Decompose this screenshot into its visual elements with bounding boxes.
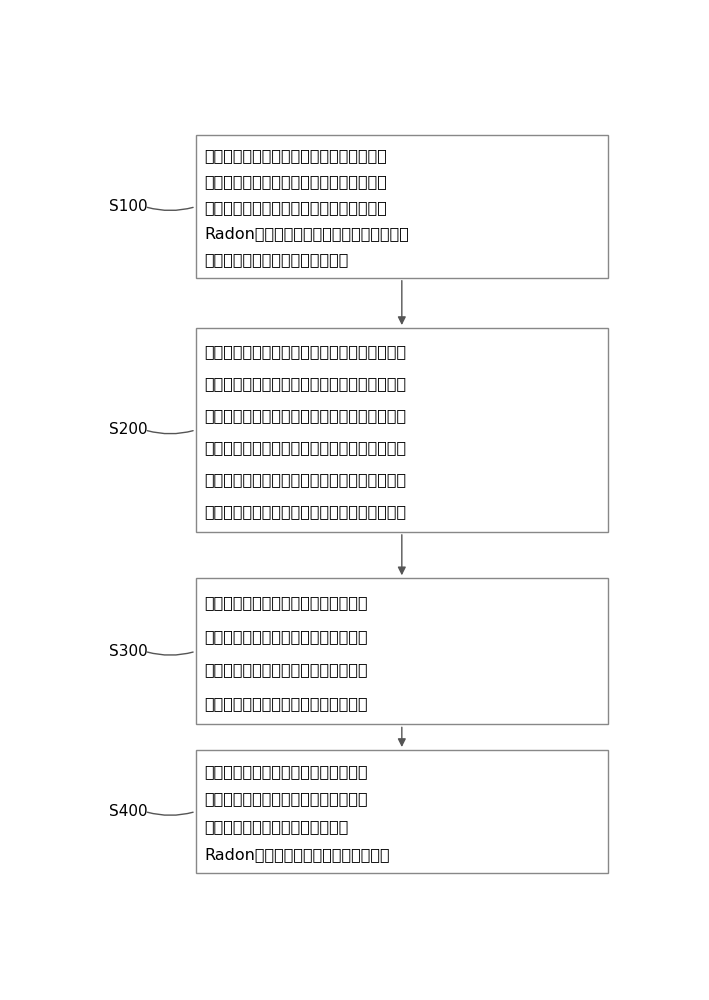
- Text: 弦形式的旋转微多普勒曲线进行逆: 弦形式的旋转微多普勒曲线进行逆: [204, 819, 348, 834]
- FancyBboxPatch shape: [196, 135, 608, 278]
- Text: 对提取值进行逆时频分析，得到含有振: 对提取值进行逆时频分析，得到含有振: [204, 595, 368, 610]
- FancyBboxPatch shape: [196, 328, 608, 532]
- Text: 弦形式的旋转微多普勒曲线，然后对正: 弦形式的旋转微多普勒曲线，然后对正: [204, 791, 368, 806]
- FancyBboxPatch shape: [196, 750, 608, 873]
- FancyArrowPatch shape: [147, 431, 193, 434]
- FancyBboxPatch shape: [196, 578, 608, 724]
- Text: S200: S200: [109, 422, 147, 437]
- Text: 行质心提取后，以质心绘制得到微多普勒质心曲: 行质心提取后，以质心绘制得到微多普勒质心曲: [204, 440, 406, 455]
- Text: Radon变换，得到旋转目标的重构图像: Radon变换，得到旋转目标的重构图像: [204, 847, 390, 862]
- Text: 的回波信号进行振动补偿得到旋转回波: 的回波信号进行振动补偿得到旋转回波: [204, 696, 368, 711]
- Text: 线，对微多普勒质心曲线依序进行傅里叶变换和: 线，对微多普勒质心曲线依序进行傅里叶变换和: [204, 472, 406, 487]
- Text: Radon变换，得到旋转参数粗估计值，待处: Radon变换，得到旋转参数粗估计值，待处: [204, 226, 409, 241]
- FancyArrowPatch shape: [147, 812, 193, 815]
- Text: 分量参数构建补偿信号，对待处理对象: 分量参数构建补偿信号，对待处理对象: [204, 662, 368, 677]
- Text: S100: S100: [109, 199, 147, 214]
- Text: S400: S400: [109, 804, 147, 819]
- Text: 曲线设计得到正弦掩膜，提取回波信号时频分布: 曲线设计得到正弦掩膜，提取回波信号时频分布: [204, 376, 406, 391]
- Text: 动干扰的旋转目标回波信号，根据振动: 动干扰的旋转目标回波信号，根据振动: [204, 629, 368, 644]
- Text: 图上正弦掩膜处的值作为提取值，并对提取值进: 图上正弦掩膜处的值作为提取值，并对提取值进: [204, 408, 406, 423]
- FancyArrowPatch shape: [147, 652, 193, 655]
- FancyArrowPatch shape: [147, 207, 193, 210]
- Text: 理对象为带有振动干扰的旋转目标: 理对象为带有振动干扰的旋转目标: [204, 252, 348, 267]
- Text: 对旋转回波信号进行时频分析，得到正: 对旋转回波信号进行时频分析，得到正: [204, 764, 368, 779]
- Text: S300: S300: [108, 644, 147, 659]
- Text: 频域滤波处理得到振动分量参数和旋转分量参数: 频域滤波处理得到振动分量参数和旋转分量参数: [204, 504, 406, 519]
- Text: 微多普勒曲线，对所得微多普勒曲线进行逆: 微多普勒曲线，对所得微多普勒曲线进行逆: [204, 200, 387, 215]
- Text: 通过窄带雷达获取待处理对象的回波信号，: 通过窄带雷达获取待处理对象的回波信号，: [204, 148, 387, 163]
- Text: 对回波信号进行时频分析得到待处理对象的: 对回波信号进行时频分析得到待处理对象的: [204, 174, 387, 189]
- Text: 根据旋转参数粗估计值和待处理对象的微多普勒: 根据旋转参数粗估计值和待处理对象的微多普勒: [204, 344, 406, 359]
